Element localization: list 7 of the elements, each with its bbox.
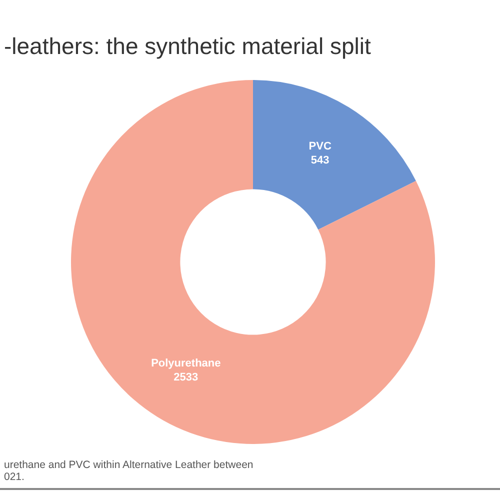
text: urethane and PVC within Alternative Leather between: [4, 459, 254, 471]
data-label: 543: [310, 154, 330, 167]
chart-title: -leathers: the synthetic material split: [4, 33, 371, 60]
slice-label: Polyurethane: [151, 357, 221, 370]
data-label: 2533: [174, 371, 198, 384]
text: 021.: [4, 471, 26, 483]
slice-label: PVC: [308, 140, 332, 153]
